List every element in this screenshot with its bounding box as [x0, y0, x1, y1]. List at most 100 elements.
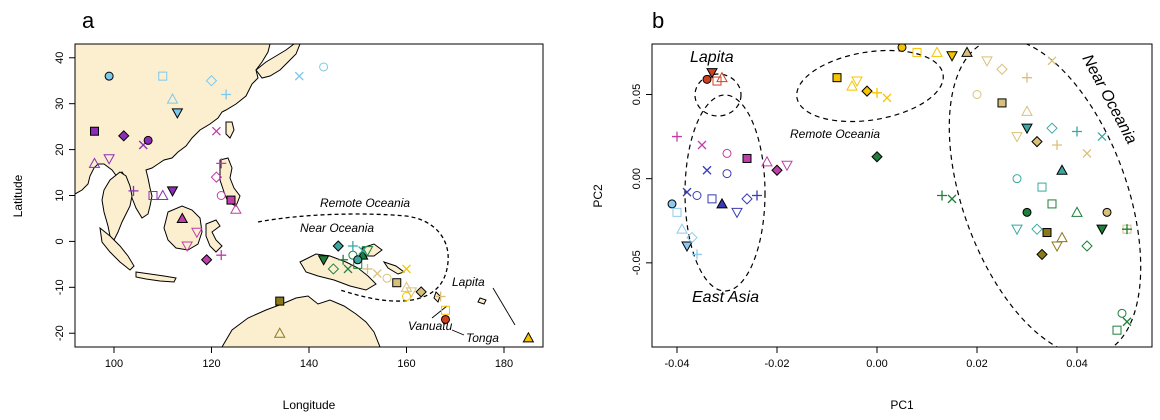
map-point — [441, 314, 450, 324]
pca-point — [931, 46, 943, 57]
map-point — [226, 195, 236, 205]
pca-point — [832, 73, 842, 83]
pca-point — [1056, 164, 1068, 175]
pca-point — [1036, 248, 1048, 261]
map-x-tick-label: 100 — [105, 358, 123, 370]
pca-axes: -0.04 -0.02 0.00 0.02 0.04 -0.05 0.00 0.05 — [631, 84, 1088, 370]
pca-point — [1102, 207, 1112, 217]
map-x-axis-title: Longitude — [283, 398, 336, 412]
map-y-tick-label: 0 — [54, 238, 66, 244]
map-point — [441, 305, 450, 315]
map-point — [392, 278, 402, 288]
pca-point — [1011, 132, 1023, 143]
pca-point — [706, 68, 718, 79]
new-guinea — [299, 253, 377, 291]
map-point — [361, 246, 374, 257]
map-point — [158, 71, 168, 81]
map-y-axis-title: Latitude — [11, 174, 25, 217]
pca-point — [846, 80, 858, 91]
callout-line-tonga — [492, 287, 516, 326]
pca-y-tick-label: -0.05 — [631, 250, 643, 275]
map-point — [343, 264, 353, 274]
pca-point — [1096, 224, 1108, 236]
map-point — [143, 135, 153, 145]
map-y-tick-label: 30 — [54, 98, 66, 110]
map-point — [221, 89, 232, 100]
pca-point — [1112, 325, 1122, 335]
pca-point — [682, 187, 692, 197]
pca-point — [781, 160, 793, 172]
map-x-tick-label: 160 — [397, 358, 415, 370]
pca-point — [937, 190, 947, 201]
map-point — [176, 212, 189, 223]
pca-point — [1042, 228, 1052, 238]
pca-x-tick-label: 0.02 — [966, 358, 987, 370]
pca-point — [722, 148, 732, 158]
map-point — [372, 269, 382, 279]
java — [135, 271, 177, 283]
label-remote-oceania: Remote Oceania — [320, 196, 410, 210]
map-point — [402, 292, 411, 301]
map-land — [75, 44, 487, 347]
pca-point — [997, 98, 1007, 108]
pca-point — [741, 193, 753, 205]
map-point — [104, 71, 114, 81]
map-point — [338, 254, 349, 265]
map-point — [90, 126, 99, 136]
pca-point — [1047, 199, 1057, 209]
map-point — [88, 157, 101, 168]
map-point — [319, 62, 329, 72]
pca-x-tick-label: -0.02 — [764, 358, 789, 370]
pca-point — [692, 191, 702, 200]
pca-point — [946, 51, 958, 62]
map-point — [435, 291, 446, 302]
pca-point — [686, 231, 698, 244]
pca-point — [861, 85, 873, 97]
pca-point — [672, 131, 682, 142]
map-point — [205, 75, 218, 87]
pca-point — [897, 44, 907, 52]
label-lapita-a: Lapita — [452, 275, 485, 289]
map-y-tick-label: 40 — [54, 52, 66, 64]
pca-point — [1122, 224, 1132, 235]
map-point — [191, 227, 203, 239]
map-point — [522, 331, 535, 343]
pca-point — [1122, 317, 1132, 327]
pca-point — [712, 76, 722, 86]
pca-point — [1031, 223, 1043, 235]
pca-point — [722, 169, 732, 179]
map-point — [317, 255, 330, 266]
pca-x-tick-label: 0.04 — [1066, 358, 1087, 370]
pca-point — [1117, 308, 1127, 318]
map-point — [103, 154, 115, 165]
solomon-islands — [382, 261, 406, 275]
pca-point — [996, 63, 1008, 75]
pca-point — [1051, 241, 1063, 253]
label-remote-oceania-b: Remote Oceania — [790, 127, 880, 141]
taiwan — [225, 121, 235, 139]
pca-point — [676, 223, 688, 234]
sumatra — [99, 226, 135, 271]
pca-point — [1046, 122, 1058, 134]
fiji-islands — [477, 297, 487, 305]
japan — [255, 44, 301, 79]
map-point — [347, 241, 358, 251]
pca-point — [981, 56, 993, 67]
pca-x-axis-title: PC1 — [890, 398, 914, 412]
pca-point — [731, 207, 743, 219]
pca-point — [716, 197, 728, 209]
map-point — [230, 203, 242, 214]
pca-point — [742, 153, 752, 163]
map-point — [211, 126, 221, 136]
pca-point — [882, 93, 892, 103]
map-point — [216, 250, 227, 261]
pca-point — [692, 249, 702, 260]
map-point — [353, 255, 363, 265]
map-y-tick-label: 20 — [54, 143, 66, 155]
pca-point — [752, 190, 762, 201]
map-point — [118, 130, 130, 142]
pca-point — [1022, 207, 1032, 217]
map-x-tick-label: 180 — [495, 358, 513, 370]
ellipse-lapita — [694, 73, 742, 117]
map-point — [327, 263, 340, 275]
